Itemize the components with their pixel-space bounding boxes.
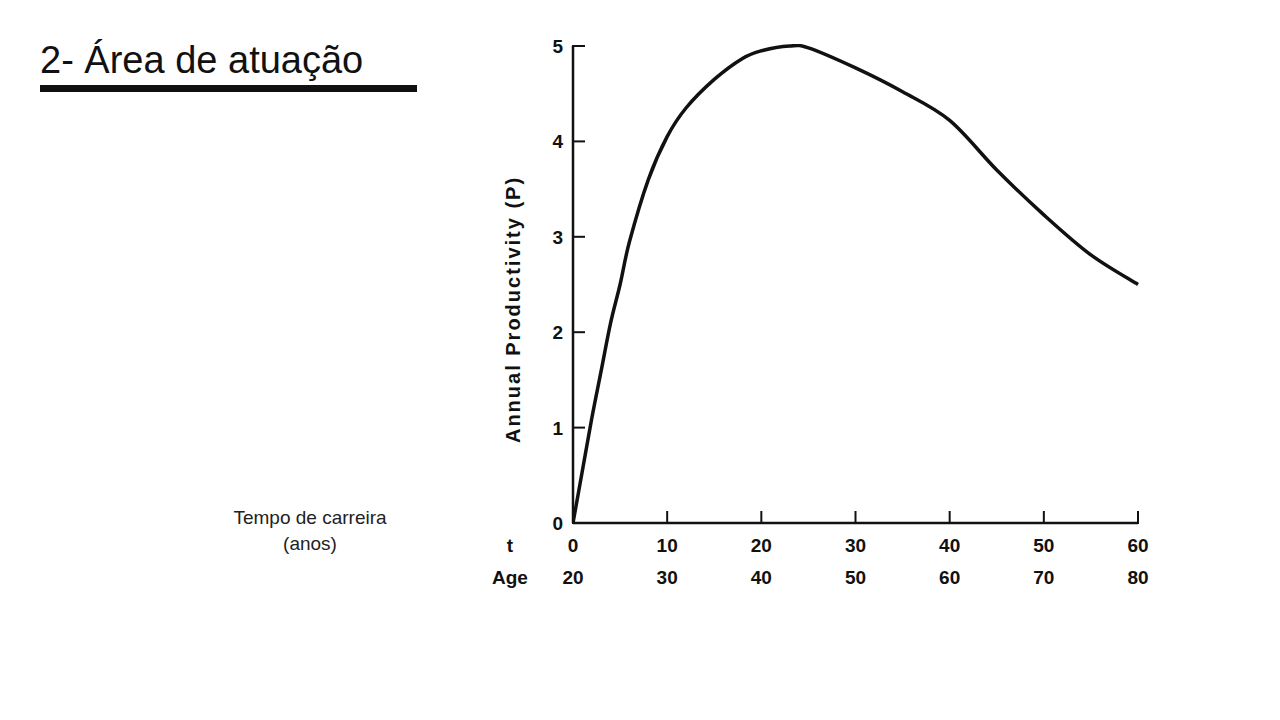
x-tick: [949, 511, 951, 524]
x-tick: [666, 511, 668, 524]
x-tick-label: 60: [1127, 535, 1148, 556]
x2-tick-label: 40: [751, 567, 772, 588]
x-axis-title: t: [507, 535, 514, 556]
x2-tick-label: 80: [1127, 567, 1148, 588]
annotation: (anos): [283, 533, 337, 554]
y-tick-label: 1: [552, 418, 563, 439]
x2-axis-title: Age: [492, 567, 528, 588]
x-tick-label: 20: [751, 535, 772, 556]
y-tick: [572, 45, 585, 47]
y-axis: [572, 46, 575, 523]
y-tick-label: 3: [552, 227, 563, 248]
x-tick: [1043, 511, 1045, 524]
y-tick: [572, 140, 585, 142]
y-tick: [572, 331, 585, 333]
x2-tick-label: 60: [939, 567, 960, 588]
y-axis-title: Annual Productivity (P): [502, 176, 524, 443]
y-tick: [572, 236, 585, 238]
x2-tick-label: 70: [1033, 567, 1054, 588]
x-tick: [855, 511, 857, 524]
y-tick-label: 5: [552, 36, 563, 57]
productivity-line: [573, 45, 1138, 523]
y-tick: [572, 427, 585, 429]
x-tick-label: 10: [657, 535, 678, 556]
plot-area: [573, 45, 1138, 523]
slide: 2- Área de atuação Tempo de carreira (anos…: [0, 0, 1280, 720]
x-tick-label: 30: [845, 535, 866, 556]
y-tick-label: 2: [552, 322, 563, 343]
y-tick-label: 0: [552, 513, 563, 534]
annotation: Tempo de carreira: [233, 507, 387, 528]
y-tick-label: 4: [552, 131, 563, 152]
x-tick-label: 0: [568, 535, 579, 556]
x-tick-label: 40: [939, 535, 960, 556]
x2-tick-label: 30: [657, 567, 678, 588]
x-tick: [1137, 511, 1139, 524]
x2-tick-label: 20: [562, 567, 583, 588]
x-tick-label: 50: [1033, 535, 1054, 556]
slide-title: 2- Área de atuação: [40, 39, 363, 81]
x2-tick-label: 50: [845, 567, 866, 588]
title-underline: [40, 85, 417, 92]
x-tick: [760, 511, 762, 524]
